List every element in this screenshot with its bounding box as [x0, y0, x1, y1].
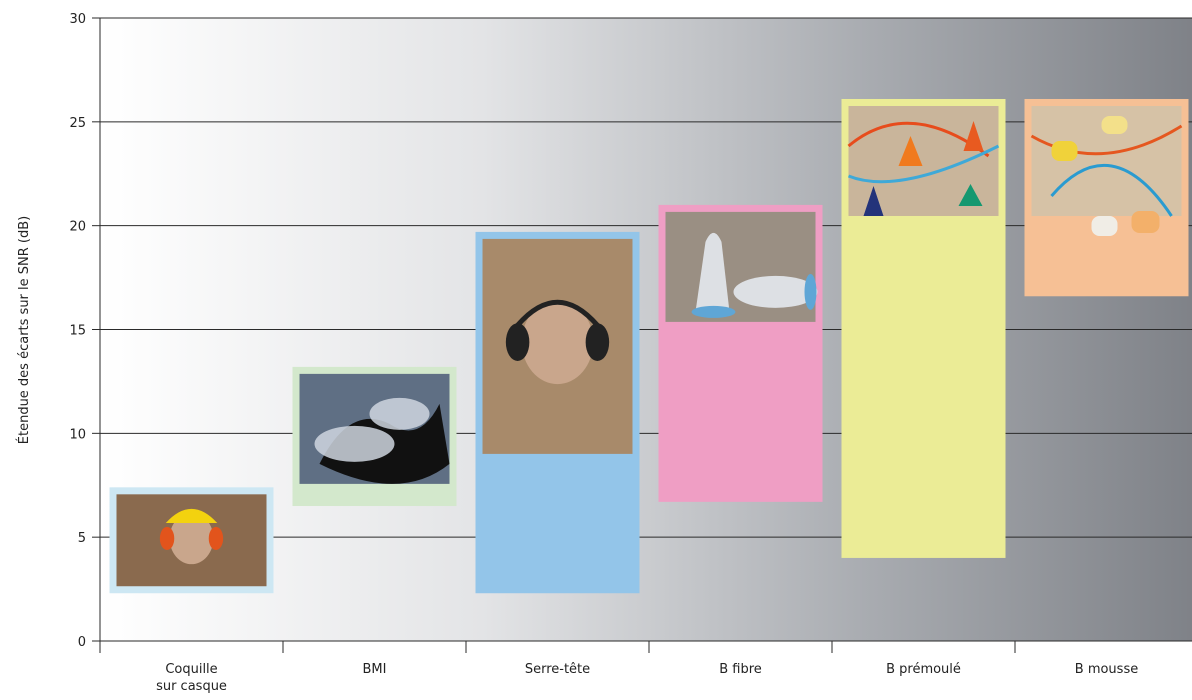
x-tick-label: Serre-tête [525, 662, 590, 677]
bars [109, 98, 1189, 594]
y-tick-label: 30 [69, 12, 86, 27]
bar-group [292, 366, 457, 507]
y-tick-label: 0 [78, 635, 86, 650]
bar-group [658, 204, 823, 502]
premolded-earplug-photo [847, 105, 1000, 216]
x-tick-label: B mousse [1075, 662, 1138, 677]
bar-group [841, 98, 1006, 558]
x-tick-label: Coquille [165, 662, 217, 677]
y-tick-label: 5 [78, 531, 86, 546]
x-tick-label: BMI [363, 662, 387, 677]
axes: 0 5 10 15 20 25 30 Coquille sur casque BMI Serre-t… [69, 12, 1192, 694]
x-tick-label: sur casque [156, 679, 227, 694]
bar-group [1024, 98, 1189, 297]
y-axis-title: Étendue des écarts sur le SNR (dB) [16, 216, 32, 444]
helmet-mounted-earmuff-photo [116, 494, 267, 587]
y-tick-label: 20 [69, 220, 86, 235]
foam-earplug-photo [1030, 105, 1183, 236]
y-tick-label: 25 [69, 116, 86, 131]
bar-group [109, 487, 274, 594]
x-tick-label: B fibre [719, 662, 762, 677]
headband-earmuff-photo [482, 238, 633, 454]
y-tick-label: 15 [69, 324, 86, 339]
x-tick-label: B prémoulé [886, 662, 961, 677]
bar-group [475, 231, 640, 594]
custom-molded-earplug-photo [299, 373, 450, 484]
y-tick-label: 10 [69, 427, 86, 442]
fiber-earplug-photo [665, 211, 818, 322]
